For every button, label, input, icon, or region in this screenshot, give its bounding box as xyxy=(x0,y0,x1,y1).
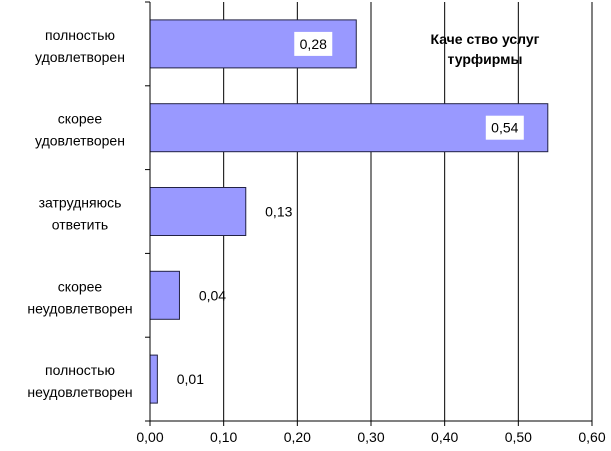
x-tick-label: 0,10 xyxy=(210,429,237,445)
category-label: полностью удовлетворен xyxy=(35,27,125,65)
bars xyxy=(149,19,549,404)
x-tick-label: 0,40 xyxy=(431,429,458,445)
data-label: 0,04 xyxy=(199,287,226,303)
data-label-text: 0,04 xyxy=(199,287,226,303)
data-label-text: 0,13 xyxy=(265,204,292,220)
category-label: полностью неудовлетворен xyxy=(27,362,132,400)
x-tick-labels: 0,00 0,10 0,20 0,30 0,40 0,50 0,60 xyxy=(136,429,605,445)
data-label-text: 0,54 xyxy=(491,120,518,136)
bar xyxy=(149,187,247,236)
bar xyxy=(149,354,158,404)
data-label: 0,54 xyxy=(485,115,524,140)
data-label-text: 0,28 xyxy=(300,36,327,52)
data-label: 0,28 xyxy=(294,31,333,56)
grid-lines xyxy=(223,2,593,421)
data-label-box xyxy=(294,31,333,56)
category-label: скорее неудовлетворен xyxy=(27,278,132,316)
chart-title: Каче ство услуг турфирмы xyxy=(430,31,539,67)
x-tick-label: 0,30 xyxy=(357,429,384,445)
x-tick-label: 0,20 xyxy=(284,429,311,445)
category-label: скорее удовлетворен xyxy=(35,111,125,149)
x-tick-label: 0,50 xyxy=(505,429,532,445)
category-label: затрудняюсь ответить xyxy=(39,195,122,233)
x-tick-label: 0,00 xyxy=(136,429,163,445)
category-labels: полностью удовлетворен скорее удовлетворен з… xyxy=(27,27,132,400)
data-label: 0,01 xyxy=(177,371,204,387)
data-label: 0,13 xyxy=(265,204,292,220)
x-tick-label: 0,60 xyxy=(578,429,605,445)
data-label-text: 0,01 xyxy=(177,371,204,387)
bar xyxy=(149,270,180,320)
axes xyxy=(145,1,593,426)
data-labels: 0,28 0,54 0,13 0,04 0,01 xyxy=(177,31,524,387)
data-label-box xyxy=(485,115,524,140)
